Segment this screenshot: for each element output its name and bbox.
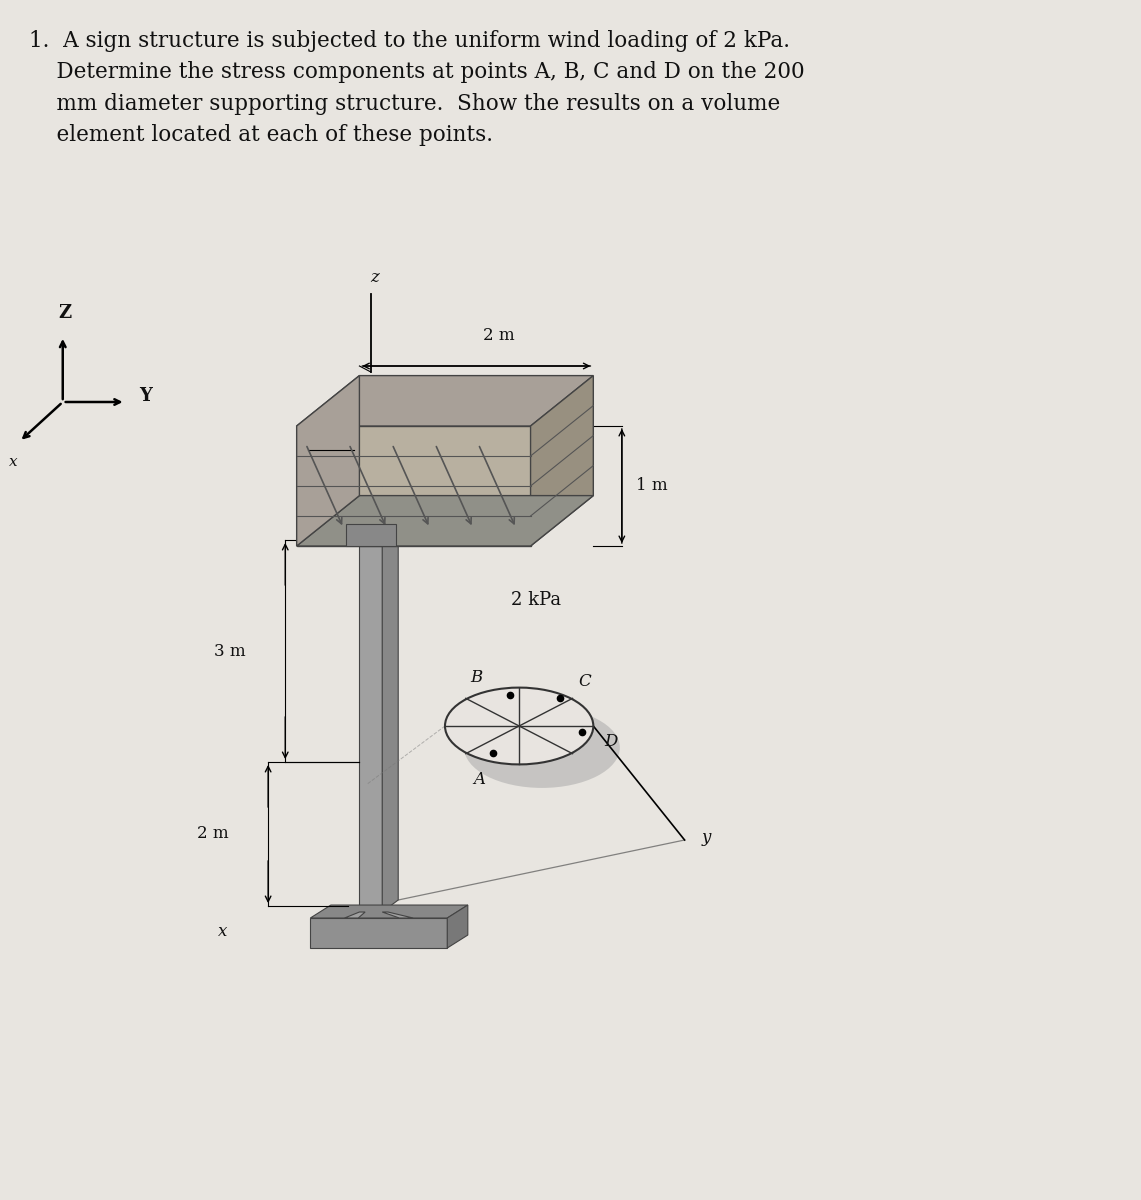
Text: B: B	[470, 670, 483, 686]
Polygon shape	[345, 912, 365, 918]
Polygon shape	[531, 376, 593, 546]
Text: z: z	[370, 269, 379, 286]
Polygon shape	[297, 376, 593, 426]
Text: 2 m: 2 m	[196, 826, 228, 842]
Text: Y: Y	[139, 386, 152, 404]
Polygon shape	[297, 496, 593, 546]
Polygon shape	[346, 524, 396, 546]
Polygon shape	[310, 905, 468, 918]
Polygon shape	[447, 905, 468, 948]
Polygon shape	[297, 426, 531, 546]
Ellipse shape	[445, 688, 593, 764]
Polygon shape	[310, 918, 447, 948]
Text: 2 kPa: 2 kPa	[511, 590, 561, 608]
Text: D: D	[604, 733, 617, 750]
Polygon shape	[382, 534, 398, 912]
Text: 1.  A sign structure is subjected to the uniform wind loading of 2 kPa.
    Dete: 1. A sign structure is subjected to the …	[29, 30, 804, 146]
Text: x: x	[218, 923, 227, 940]
Text: x: x	[9, 455, 18, 469]
Text: 3 m: 3 m	[213, 642, 245, 660]
Ellipse shape	[464, 707, 620, 788]
Text: Z: Z	[58, 304, 72, 322]
Text: 1 m: 1 m	[636, 478, 667, 494]
Polygon shape	[359, 546, 382, 912]
Text: y: y	[702, 829, 711, 846]
Polygon shape	[297, 376, 359, 546]
Text: 2 m: 2 m	[484, 328, 515, 344]
Text: C: C	[578, 673, 591, 690]
Polygon shape	[382, 912, 413, 918]
Text: A: A	[474, 770, 486, 787]
